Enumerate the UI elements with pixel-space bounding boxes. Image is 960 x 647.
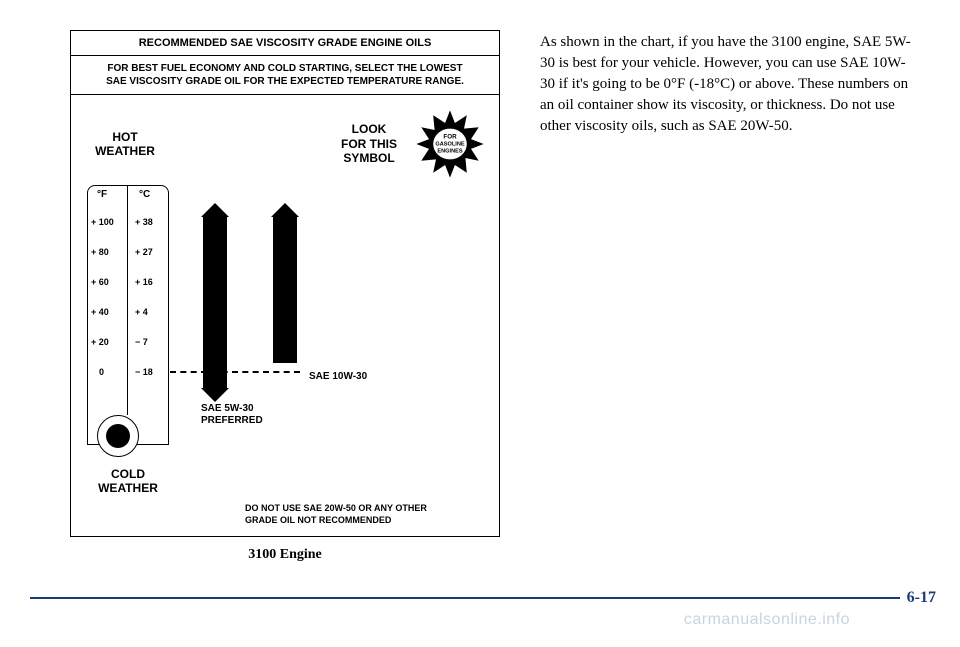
starburst-line-3: ENGINES <box>437 148 462 154</box>
tick-c-1: + 27 <box>135 247 153 257</box>
tick-f-3: + 40 <box>91 307 109 317</box>
thermometer-diagram: °F °C + 100 + 38 + 80 + 27 + 60 + 16 + 4… <box>85 185 485 465</box>
tick-c-2: + 16 <box>135 277 153 287</box>
tick-f-2: + 60 <box>91 277 109 287</box>
tick-c-3: + 4 <box>135 307 148 317</box>
chart-top-row: HOTWEATHER LOOKFOR THISSYMBOL FOR GASOLI… <box>85 109 485 179</box>
tick-f-5: 0 <box>99 367 104 377</box>
bar-5w30 <box>203 215 227 390</box>
chart-footer-note: DO NOT USE SAE 20W-50 OR ANY OTHER GRADE… <box>245 503 485 526</box>
bar1-arrow-down <box>201 388 229 402</box>
starburst-line-2: GASOLINE <box>435 141 464 147</box>
cold-weather-label: COLDWEATHER <box>93 467 163 495</box>
body-paragraph: As shown in the chart, if you have the 3… <box>540 32 920 137</box>
subtitle-line-1: FOR BEST FUEL ECONOMY AND COLD STARTING,… <box>79 62 491 75</box>
celsius-label: °C <box>139 189 150 200</box>
engine-caption: 3100 Engine <box>70 547 500 563</box>
bar-10w30 <box>273 215 297 363</box>
tick-c-4: − 7 <box>135 337 148 347</box>
chart-title: RECOMMENDED SAE VISCOSITY GRADE ENGINE O… <box>71 31 499 56</box>
tick-c-0: + 38 <box>135 217 153 227</box>
thermometer-bulb-inner <box>106 424 130 448</box>
bar1-label-2: PREFERRED <box>201 415 263 426</box>
bottom-rule <box>30 597 900 599</box>
tick-f-4: + 20 <box>91 337 109 347</box>
tick-f-0: + 100 <box>91 217 114 227</box>
thermometer-divider <box>127 185 128 415</box>
look-for-symbol-label: LOOKFOR THISSYMBOL <box>341 122 397 165</box>
chart-subtitle: FOR BEST FUEL ECONOMY AND COLD STARTING,… <box>71 56 499 95</box>
dashed-zero-line <box>170 371 300 373</box>
chart-body: HOTWEATHER LOOKFOR THISSYMBOL FOR GASOLI… <box>71 95 499 536</box>
bar2-label: SAE 10W-30 <box>309 371 367 382</box>
footer-line-2: GRADE OIL NOT RECOMMENDED <box>245 515 485 527</box>
tick-c-5: − 18 <box>135 367 153 377</box>
tick-f-1: + 80 <box>91 247 109 257</box>
watermark: carmanualsonline.info <box>684 611 850 629</box>
text-column: As shown in the chart, if you have the 3… <box>540 30 920 563</box>
subtitle-line-2: SAE VISCOSITY GRADE OIL FOR THE EXPECTED… <box>79 75 491 88</box>
starburst-icon: FOR GASOLINE ENGINES <box>415 109 485 179</box>
starburst-line-1: FOR <box>443 133 457 140</box>
hot-weather-label: HOTWEATHER <box>85 130 165 158</box>
page-number: 6-17 <box>903 589 940 607</box>
fahrenheit-label: °F <box>97 189 107 200</box>
chart-column: RECOMMENDED SAE VISCOSITY GRADE ENGINE O… <box>70 30 500 563</box>
viscosity-chart: RECOMMENDED SAE VISCOSITY GRADE ENGINE O… <box>70 30 500 537</box>
page-content: RECOMMENDED SAE VISCOSITY GRADE ENGINE O… <box>0 0 960 583</box>
bar1-label-1: SAE 5W-30 <box>201 403 254 414</box>
footer-line-1: DO NOT USE SAE 20W-50 OR ANY OTHER <box>245 503 485 515</box>
